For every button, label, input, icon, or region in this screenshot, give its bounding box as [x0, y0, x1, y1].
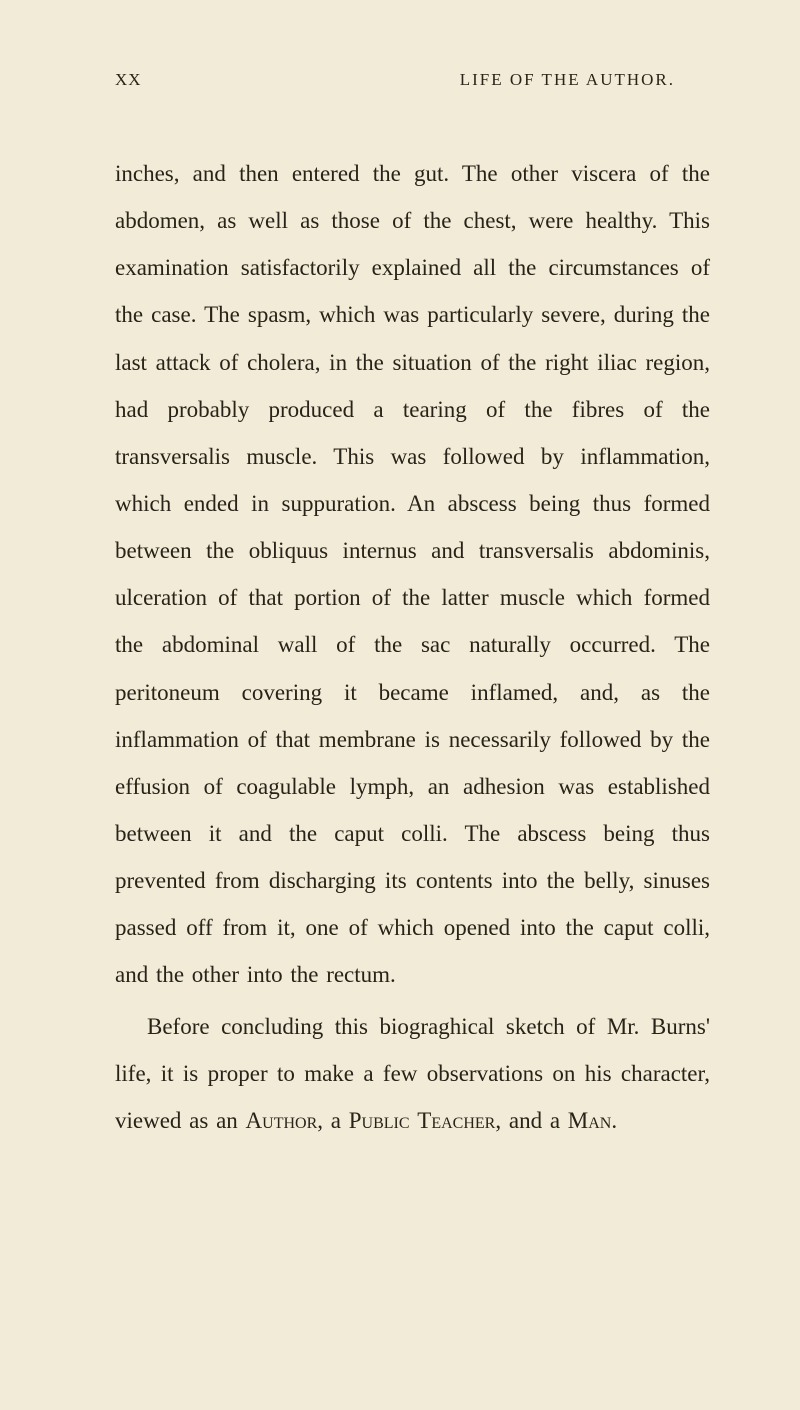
public-smallcaps: Public	[349, 1108, 410, 1133]
body-text: inches, and then entered the gut. The ot…	[115, 150, 710, 1144]
paragraph-1: inches, and then entered the gut. The ot…	[115, 150, 710, 999]
page-header: XX LIFE OF THE AUTHOR.	[115, 70, 710, 90]
paragraph-2: Before concluding this biograghical sket…	[115, 1003, 710, 1144]
teacher-smallcaps: Teacher	[417, 1108, 495, 1133]
man-smallcaps: Man	[568, 1108, 612, 1133]
header-title: LIFE OF THE AUTHOR.	[460, 70, 675, 90]
page-number: XX	[115, 70, 142, 90]
author-smallcaps: Author	[246, 1108, 318, 1133]
